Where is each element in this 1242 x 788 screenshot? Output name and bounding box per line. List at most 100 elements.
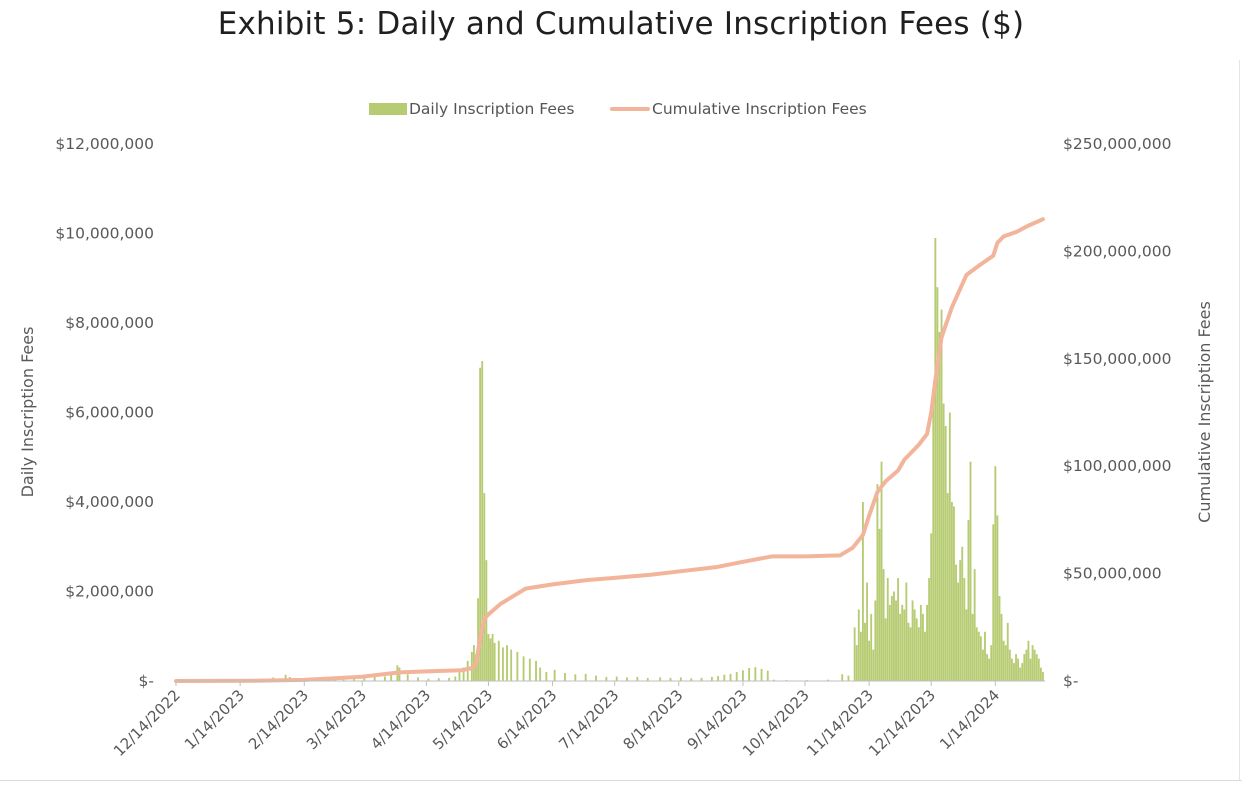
- daily-fee-bar: [955, 564, 957, 681]
- daily-fee-bar: [922, 613, 924, 682]
- daily-fee-bar: [522, 656, 525, 681]
- daily-fee-bar: [284, 674, 287, 681]
- daily-fee-bar: [539, 667, 542, 681]
- daily-fee-bar: [766, 670, 769, 681]
- daily-fee-bar: [994, 466, 997, 681]
- daily-fee-bar: [595, 675, 597, 681]
- daily-fee-bar: [1013, 663, 1015, 681]
- daily-fee-bar: [990, 645, 993, 681]
- daily-fee-bar: [1025, 649, 1028, 681]
- daily-fee-bar: [510, 649, 513, 681]
- right-axis-ticks: $- $50,000,000 $100,000,000 $150,000,000 $20…: [1063, 135, 1171, 690]
- chart-title: Exhibit 5: Daily and Cumulative Inscript…: [217, 6, 1025, 42]
- daily-fee-bar: [1023, 654, 1026, 681]
- x-axis: 12/14/20221/14/20232/14/20233/14/20234/1…: [110, 680, 1045, 760]
- daily-fee-bar: [1035, 654, 1038, 681]
- daily-fee-bar: [390, 672, 393, 681]
- x-tick-label: 2/14/2023: [245, 686, 312, 753]
- daily-fee-bar: [1000, 613, 1003, 682]
- left-tick-label: $-: [139, 672, 154, 690]
- daily-fee-bar: [942, 403, 945, 681]
- right-tick-label: $200,000,000: [1063, 242, 1171, 260]
- daily-fee-bar: [679, 677, 682, 681]
- daily-fee-bar: [1027, 640, 1030, 681]
- daily-fee-bar: [754, 667, 757, 681]
- daily-fee-bar: [700, 677, 703, 681]
- daily-fee-bar: [878, 528, 881, 681]
- daily-fee-bar: [903, 609, 906, 681]
- daily-fee-bar: [899, 613, 902, 682]
- daily-fee-bar: [884, 618, 887, 681]
- legend-label-daily: Daily Inscription Fees: [409, 100, 575, 118]
- daily-fee-bar: [853, 627, 856, 681]
- daily-fee-bar: [977, 631, 980, 681]
- legend-swatch-bar: [369, 103, 407, 115]
- left-axis-ticks: $- $2,000,000 $4,000,000 $6,000,000 $8,000,0…: [55, 135, 154, 690]
- daily-fee-bar: [940, 309, 943, 681]
- daily-fee-bar: [584, 673, 587, 681]
- daily-fee-bar: [487, 634, 490, 681]
- daily-fee-bar: [723, 674, 726, 681]
- daily-fee-bar: [975, 627, 978, 681]
- daily-fee-bar: [501, 647, 504, 681]
- daily-fee-bar: [841, 674, 844, 681]
- daily-fee-bar: [553, 669, 556, 681]
- daily-fee-bar: [847, 675, 850, 681]
- daily-fee-bar: [909, 627, 912, 681]
- daily-fee-bar: [911, 600, 914, 681]
- daily-fee-bar: [928, 578, 931, 681]
- daily-fee-bar: [859, 631, 862, 681]
- daily-fee-bar: [876, 484, 879, 681]
- daily-fee-bar: [963, 578, 966, 681]
- daily-fee-bar: [988, 658, 991, 682]
- left-tick-label: $6,000,000: [65, 404, 154, 422]
- daily-fee-bar: [491, 634, 494, 681]
- daily-fee-bar: [926, 604, 928, 681]
- daily-fee-bar: [605, 676, 608, 681]
- daily-fee-bar: [915, 618, 918, 681]
- daily-fee-bar: [886, 578, 889, 681]
- x-tick-label: 8/14/2023: [619, 686, 686, 753]
- daily-fee-bar: [427, 678, 430, 681]
- daily-fee-bar: [986, 654, 988, 681]
- daily-fee-bar: [861, 502, 864, 681]
- daily-fee-bar: [979, 636, 982, 681]
- daily-fee-bar: [741, 670, 744, 681]
- daily-fee-bar: [890, 595, 893, 681]
- x-tick-label: 7/14/2023: [555, 686, 622, 753]
- daily-fee-bar: [936, 287, 939, 681]
- daily-fee-bar: [961, 546, 964, 681]
- daily-fee-bar: [971, 613, 974, 682]
- daily-fee-bar: [1015, 654, 1017, 681]
- x-tick-label: 10/14/2023: [739, 686, 813, 760]
- daily-fee-bar: [483, 493, 486, 681]
- daily-fee-bar: [888, 604, 891, 681]
- right-tick-label: $50,000,000: [1063, 565, 1162, 583]
- daily-fee-bar: [919, 604, 922, 681]
- daily-fee-bar: [967, 519, 970, 681]
- daily-fee-bar: [982, 649, 984, 681]
- right-border-line: [1239, 60, 1240, 780]
- daily-fee-bar: [917, 627, 920, 681]
- daily-fee-bar: [710, 676, 713, 681]
- daily-fee-bar: [690, 678, 693, 681]
- left-tick-label: $8,000,000: [65, 314, 154, 332]
- daily-fee-bar: [489, 638, 492, 681]
- left-tick-label: $12,000,000: [55, 135, 154, 153]
- daily-fee-bar: [773, 679, 775, 681]
- daily-fee-bar: [417, 677, 420, 681]
- daily-fee-bar: [1019, 667, 1022, 681]
- x-tick-label: 1/14/2023: [181, 686, 248, 753]
- daily-fee-bar: [1004, 645, 1007, 681]
- right-tick-label: $250,000,000: [1063, 135, 1171, 153]
- right-tick-label: $150,000,000: [1063, 350, 1171, 368]
- daily-fee-bar: [1002, 640, 1005, 681]
- daily-fee-bar: [493, 642, 496, 681]
- legend-item-daily: Daily Inscription Fees: [369, 98, 575, 120]
- daily-fee-bar: [932, 399, 935, 681]
- daily-fee-bar: [950, 502, 953, 681]
- right-axis-title: Cumulative Inscription Fees: [1195, 301, 1214, 523]
- daily-fee-bar: [874, 600, 877, 681]
